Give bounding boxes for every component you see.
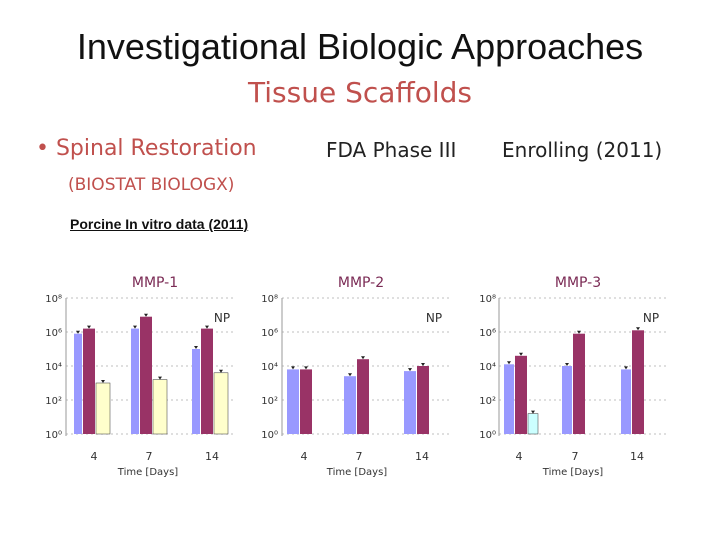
y-tick-label: 10⁰ [479,430,496,441]
bar [83,328,95,434]
y-tick-label: 10⁶ [479,328,496,339]
error-marker [87,325,91,329]
bar [417,366,429,434]
bar [192,349,200,434]
y-tick-label: 10⁸ [261,294,278,305]
np-annotation: NP [643,311,659,325]
slide-title: Investigational Biologic Approaches [76,26,644,67]
error-marker [636,327,640,331]
bar [562,366,572,434]
error-marker [304,366,308,370]
y-tick-label: 10⁰ [45,430,62,441]
x-axis-title: Time [Days] [117,467,179,478]
bar [74,333,82,434]
bar [404,371,416,434]
np-annotation: NP [214,311,230,325]
y-tick-label: 10⁶ [45,328,62,339]
bar [527,413,539,435]
bar [300,369,312,434]
np-annotation: NP [426,311,442,325]
y-tick-label: 10⁰ [261,430,278,441]
x-tick-label: 14 [630,450,644,463]
error-marker [421,363,425,366]
bar [573,333,585,434]
x-axis-title: Time [Days] [542,467,604,478]
x-tick-label: 7 [146,450,153,463]
bar [213,372,229,435]
error-marker [624,366,628,370]
bar [621,369,631,434]
error-marker [158,376,162,380]
y-tick-label: 10⁸ [45,294,62,305]
error-marker [361,356,365,360]
x-tick-label: 4 [516,450,523,463]
biostat-label: (BIOSTAT BIOLOGX) [68,175,235,195]
bar [287,369,299,434]
chart-title-1: MMP-1 [132,275,178,291]
error-marker [507,361,511,365]
chart-title-3: MMP-3 [555,275,601,291]
error-marker [408,368,412,372]
error-marker [219,369,223,373]
error-marker [348,373,352,377]
x-tick-label: 14 [415,450,429,463]
bar [140,316,152,434]
error-marker [76,330,80,334]
porcine-heading: Porcine In vitro data (2011) [70,216,249,232]
error-marker [194,346,198,349]
bar [504,364,514,434]
error-marker [144,313,148,317]
bar [152,379,168,435]
bar [632,330,644,434]
phase-label: FDA Phase III [326,138,457,162]
bar [201,328,213,434]
y-tick-label: 10⁴ [261,362,278,373]
y-tick-label: 10⁴ [45,362,62,373]
x-axis-title: Time [Days] [326,467,388,478]
error-marker [531,410,535,414]
bar [344,376,356,434]
y-tick-label: 10² [45,396,62,407]
chart-title-2: MMP-2 [338,275,384,291]
y-tick-label: 10² [479,396,496,407]
error-marker [519,352,523,356]
y-tick-label: 10⁴ [479,362,496,373]
x-tick-label: 4 [91,450,98,463]
enrolling-label: Enrolling (2011) [502,138,663,162]
y-tick-label: 10² [261,396,278,407]
bar [357,359,369,434]
error-marker [577,330,581,334]
y-tick-label: 10⁶ [261,328,278,339]
x-tick-label: 4 [301,450,308,463]
error-marker [205,325,209,329]
error-marker [101,380,105,383]
bullet-spinal-restoration: • Spinal Restoration [36,136,257,161]
error-marker [565,363,569,366]
bar [95,382,111,435]
bar [515,355,527,434]
x-tick-label: 7 [572,450,579,463]
x-tick-label: 14 [205,450,219,463]
error-marker [133,325,137,329]
bar [131,328,139,434]
x-tick-label: 7 [356,450,363,463]
error-marker [291,366,295,370]
y-tick-label: 10⁸ [479,294,496,305]
slide-subtitle: Tissue Scaffolds [248,76,472,109]
